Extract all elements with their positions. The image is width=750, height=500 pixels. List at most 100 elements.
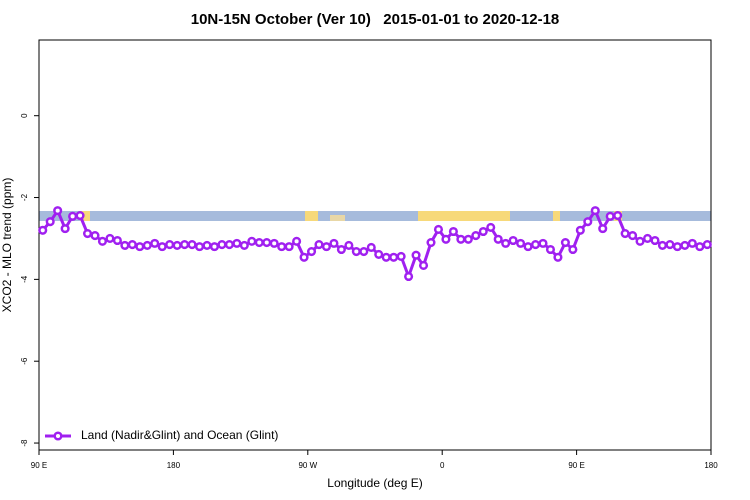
data-point: [224, 240, 234, 250]
data-point: [665, 240, 675, 250]
data-point: [448, 226, 458, 237]
data-point: [172, 240, 182, 250]
data-point: [329, 238, 339, 248]
data-point: [292, 236, 302, 246]
land-patch: [305, 211, 318, 221]
legend-label: Land (Nadir&Glint) and Ocean (Glint): [81, 428, 278, 442]
data-point: [68, 211, 78, 221]
data-point: [142, 240, 152, 250]
data-point: [560, 237, 570, 248]
data-point: [135, 242, 145, 252]
data-point: [583, 217, 593, 227]
x-tick-label: 0: [440, 461, 445, 470]
data-point: [530, 240, 541, 250]
data-point: [635, 236, 645, 246]
data-point: [359, 246, 369, 257]
data-point: [508, 235, 518, 246]
data-point: [404, 271, 414, 282]
data-point: [456, 234, 466, 244]
data-point: [628, 231, 638, 241]
data-point: [553, 252, 563, 262]
y-tick-label: -2: [20, 193, 29, 201]
ocean-strip: [39, 211, 711, 221]
data-point: [351, 246, 361, 257]
data-point: [232, 238, 242, 248]
data-point: [187, 240, 197, 250]
data-point: [165, 240, 175, 250]
data-point: [613, 210, 623, 221]
data-point: [254, 237, 264, 248]
x-tick-label: 90 W: [298, 461, 317, 470]
chart-title: 10N-15N October (Ver 10) 2015-01-01 to 2…: [191, 11, 560, 28]
land-patch: [80, 211, 90, 221]
data-point: [568, 244, 578, 255]
y-axis-label: XCO2 - MLO trend (ppm): [0, 178, 14, 313]
data-point: [60, 224, 70, 234]
data-point: [680, 240, 690, 250]
x-tick-label: 90 E: [568, 461, 584, 470]
legend-marker: [53, 431, 63, 441]
data-point: [120, 240, 130, 250]
data-point: [299, 252, 309, 262]
data-point: [396, 251, 406, 262]
data-point: [418, 260, 429, 271]
data-point: [575, 225, 585, 235]
data-point: [209, 242, 220, 252]
data-point: [426, 237, 436, 248]
data-point: [202, 240, 212, 250]
y-tick-label: 0: [20, 113, 29, 118]
y-tick-label: -6: [20, 357, 29, 365]
data-point: [217, 240, 227, 250]
data-point: [493, 234, 503, 244]
data-point: [695, 242, 705, 252]
data-point: [97, 236, 108, 246]
data-point: [389, 252, 399, 262]
data-point: [650, 235, 660, 246]
data-point: [642, 233, 653, 244]
data-point: [478, 226, 488, 237]
data-point: [463, 234, 473, 244]
data-point: [374, 249, 384, 259]
data-point: [277, 242, 287, 252]
x-axis-label: Longitude (deg E): [327, 476, 422, 490]
data-point: [687, 238, 697, 248]
data-point: [284, 242, 294, 252]
data-point: [471, 231, 481, 241]
data-point: [112, 235, 122, 246]
data-point: [127, 240, 137, 250]
data-point: [605, 211, 615, 221]
land-patch: [553, 211, 560, 221]
data-point: [433, 224, 444, 235]
data-point: [53, 206, 63, 216]
data-point: [598, 224, 608, 234]
data-point: [516, 238, 526, 248]
data-point: [590, 206, 600, 216]
land-patch: [418, 211, 510, 221]
data-point: [262, 237, 272, 248]
data-point: [336, 244, 346, 255]
data-point: [314, 240, 324, 250]
data-point: [702, 240, 712, 250]
data-point: [657, 240, 668, 250]
data-point: [150, 238, 160, 248]
x-tick-label: 180: [167, 461, 181, 470]
data-point: [486, 222, 496, 232]
data-point: [501, 238, 511, 248]
data-point: [366, 242, 376, 253]
data-point: [538, 238, 548, 248]
data-point: [239, 240, 249, 250]
data-point: [180, 240, 190, 250]
data-point: [672, 242, 682, 252]
data-point: [523, 242, 533, 252]
data-point: [82, 228, 93, 239]
data-point: [157, 242, 167, 252]
data-point: [344, 240, 354, 250]
data-point: [247, 236, 257, 246]
data-point: [381, 252, 391, 262]
data-point: [441, 234, 451, 244]
data-point: [269, 238, 279, 248]
x-tick-label: 180: [704, 461, 718, 470]
data-point: [105, 233, 115, 244]
y-tick-label: -8: [20, 439, 29, 447]
